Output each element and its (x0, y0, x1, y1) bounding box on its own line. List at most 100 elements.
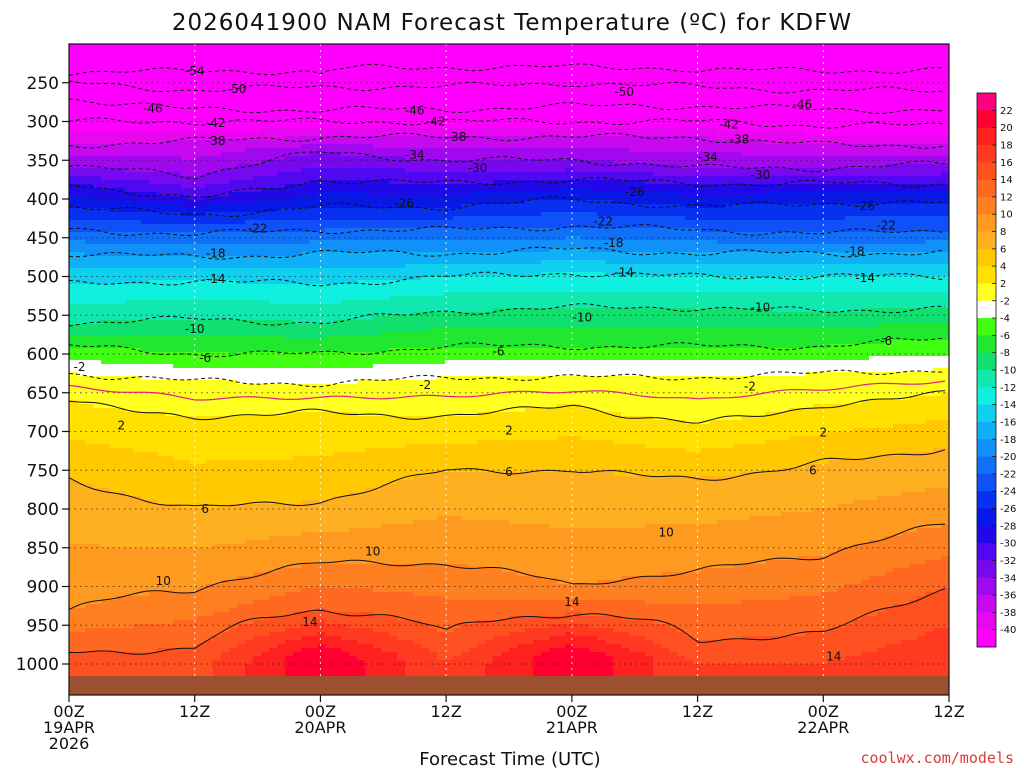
heatmap-cell (101, 96, 110, 101)
heatmap-cell (77, 336, 86, 341)
heatmap-cell (309, 64, 318, 69)
heatmap-cell (245, 224, 254, 229)
heatmap-cell (277, 328, 286, 333)
heatmap-cell (181, 376, 190, 381)
heatmap-cell (157, 204, 166, 209)
heatmap-cell (133, 160, 142, 165)
heatmap-cell (101, 660, 110, 665)
heatmap-cell (237, 640, 246, 645)
heatmap-cell (253, 548, 262, 553)
heatmap-cell (109, 656, 118, 661)
heatmap-cell (229, 468, 238, 473)
heatmap-cell (93, 484, 102, 489)
heatmap-cell (221, 556, 230, 561)
heatmap-cell (277, 396, 286, 401)
heatmap-cell (141, 192, 150, 197)
heatmap-cell (133, 452, 142, 457)
heatmap-cell (237, 652, 246, 657)
heatmap-cell (93, 208, 102, 213)
heatmap-cell (213, 496, 222, 501)
heatmap-cell (245, 208, 254, 213)
heatmap-cell (189, 140, 198, 145)
heatmap-cell (93, 88, 102, 93)
heatmap-cell (141, 564, 150, 569)
heatmap-cell (77, 128, 86, 133)
heatmap-cell (125, 200, 134, 205)
heatmap-cell (277, 660, 286, 665)
heatmap-cell (197, 100, 206, 105)
heatmap-cell (245, 604, 254, 609)
heatmap-cell (69, 528, 78, 533)
heatmap-cell (173, 292, 182, 297)
heatmap-cell (77, 256, 86, 261)
heatmap-cell (133, 104, 142, 109)
heatmap-cell (173, 520, 182, 525)
heatmap-cell (165, 508, 174, 513)
heatmap-cell (213, 460, 222, 465)
heatmap-cell (213, 492, 222, 497)
heatmap-cell (197, 140, 206, 145)
heatmap-cell (293, 140, 302, 145)
heatmap-cell (149, 52, 158, 57)
heatmap-cell (309, 276, 318, 281)
heatmap-cell (245, 252, 254, 257)
heatmap-cell (69, 644, 78, 649)
heatmap-cell (149, 408, 158, 413)
heatmap-cell (125, 288, 134, 293)
heatmap-cell (301, 440, 310, 445)
heatmap-cell (149, 232, 158, 237)
heatmap-cell (277, 376, 286, 381)
heatmap-cell (157, 592, 166, 597)
heatmap-cell (117, 572, 126, 577)
heatmap-cell (181, 464, 190, 469)
heatmap-cell (237, 644, 246, 649)
heatmap-cell (301, 352, 310, 357)
heatmap-cell (293, 460, 302, 465)
heatmap-cell (221, 168, 230, 173)
heatmap-cell (229, 168, 238, 173)
heatmap-cell (213, 244, 222, 249)
heatmap-cell (269, 456, 278, 461)
heatmap-cell (205, 424, 214, 429)
heatmap-cell (237, 140, 246, 145)
heatmap-cell (117, 520, 126, 525)
heatmap-cell (253, 460, 262, 465)
heatmap-cell (133, 468, 142, 473)
heatmap-cell (117, 440, 126, 445)
heatmap-cell (277, 524, 286, 529)
heatmap-cell (197, 200, 206, 205)
heatmap-cell (149, 288, 158, 293)
heatmap-cell (133, 300, 142, 305)
heatmap-cell (205, 548, 214, 553)
heatmap-cell (133, 592, 142, 597)
heatmap-cell (101, 280, 110, 285)
heatmap-cell (309, 200, 318, 205)
heatmap-cell (165, 176, 174, 181)
heatmap-cell (277, 292, 286, 297)
heatmap-cell (117, 544, 126, 549)
heatmap-cell (101, 44, 110, 49)
heatmap-cell (213, 348, 222, 353)
heatmap-cell (77, 600, 86, 605)
heatmap-cell (301, 48, 310, 53)
heatmap-cell (221, 192, 230, 197)
heatmap-cell (165, 60, 174, 65)
heatmap-cell (157, 600, 166, 605)
heatmap-cell (269, 480, 278, 485)
heatmap-cell (277, 464, 286, 469)
heatmap-cell (125, 488, 134, 493)
heatmap-cell (93, 580, 102, 585)
heatmap-cell (93, 600, 102, 605)
heatmap-cell (213, 668, 222, 673)
heatmap-cell (173, 148, 182, 153)
heatmap-cell (261, 120, 270, 125)
heatmap-cell (189, 512, 198, 517)
heatmap-cell (125, 620, 134, 625)
heatmap-cell (69, 500, 78, 505)
heatmap-cell (173, 388, 182, 393)
heatmap-cell (125, 284, 134, 289)
heatmap-cell (85, 504, 94, 509)
heatmap-cell (261, 544, 270, 549)
heatmap-cell (261, 304, 270, 309)
heatmap-cell (237, 208, 246, 213)
